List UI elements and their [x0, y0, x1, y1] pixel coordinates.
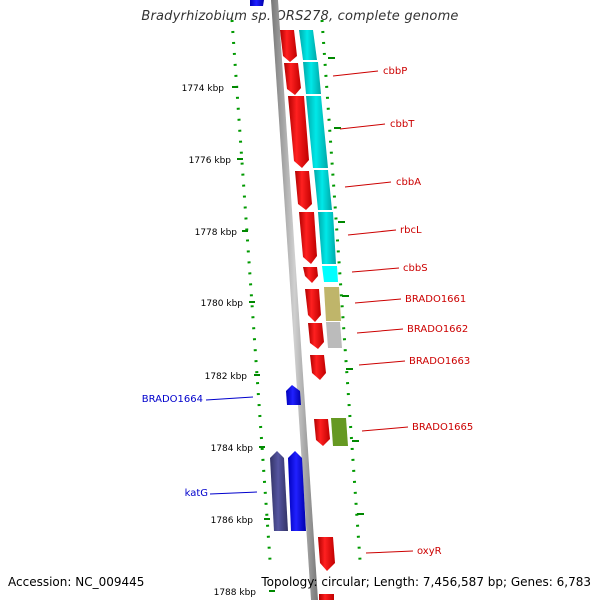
axis-label-1778: 1778 kbp — [195, 228, 238, 238]
gene-label-BRADO1663[interactable]: BRADO1663 — [409, 356, 470, 367]
forward-leaders — [332, 70, 414, 554]
gene-label-katG[interactable]: katG — [185, 488, 208, 499]
cog-track — [299, 30, 348, 446]
axis-label-1784: 1784 kbp — [211, 444, 254, 454]
outer-tick-track — [320, 19, 362, 561]
reverse-leaders — [205, 396, 258, 495]
gene-arrow-cbbA — [295, 171, 312, 210]
axis-label-1786: 1786 kbp — [211, 516, 254, 526]
gene-label-cbbS[interactable]: cbbS — [403, 263, 428, 274]
gene-label-cbbP[interactable]: cbbP — [383, 66, 407, 77]
genome-backbone — [271, 0, 318, 600]
forward-genes — [280, 30, 335, 600]
gene-arrow-cbbP — [284, 63, 301, 95]
gene-arrow-katG-navy — [270, 451, 288, 531]
reverse-gene-labels: BRADO1664 katG — [142, 394, 208, 499]
gene-label-rbcL[interactable]: rbcL — [400, 225, 422, 236]
axis-label-1776: 1776 kbp — [189, 156, 232, 166]
gene-arrow-katG — [288, 451, 306, 531]
gene-arrow-rbcL — [299, 212, 317, 264]
gene-arrow-cbbT — [288, 96, 309, 168]
cog-box-cbbP-2 — [303, 62, 321, 94]
gene-arrow-BRADO1662 — [308, 323, 324, 349]
gene-label-BRADO1662[interactable]: BRADO1662 — [407, 324, 468, 335]
gene-label-BRADO1661[interactable]: BRADO1661 — [405, 294, 466, 305]
topology-summary: Topology: circular; Length: 7,456,587 bp… — [261, 575, 591, 589]
cog-box-BRADO1662 — [326, 322, 342, 348]
gene-label-BRADO1665[interactable]: BRADO1665 — [412, 422, 473, 433]
gene-arrow-BRADO1663 — [310, 355, 326, 380]
inner-tick-track — [230, 19, 272, 561]
map-title: Bradyrhizobium sp. ORS278, complete geno… — [141, 9, 459, 24]
cog-box-rbcL — [318, 212, 336, 264]
axis-labels: 1774 kbp 1776 kbp 1778 kbp 1780 kbp 1782… — [182, 84, 257, 598]
cog-box-cbbS — [322, 266, 338, 282]
axis-label-1780: 1780 kbp — [201, 299, 244, 309]
gene-label-cbbT[interactable]: cbbT — [390, 119, 415, 130]
axis-ticks — [232, 57, 364, 592]
gene-arrow-top-blue — [250, 0, 264, 6]
reverse-genes — [250, 0, 306, 531]
gene-arrow-BRADO1661 — [305, 289, 321, 322]
cog-box-cbbA — [314, 170, 332, 210]
axis-label-1774: 1774 kbp — [182, 84, 225, 94]
gene-label-cbbA[interactable]: cbbA — [396, 177, 421, 188]
cog-box-cbbP — [299, 30, 317, 60]
gene-arrow-BRADO1665 — [314, 419, 330, 446]
axis-label-1782: 1782 kbp — [205, 372, 248, 382]
gene-arrow-bottom — [319, 594, 334, 600]
gene-arrow-BRADO1664 — [286, 385, 301, 405]
gene-arrow-cbbS — [303, 267, 318, 283]
cog-box-cbbT — [306, 96, 328, 168]
gene-label-BRADO1664[interactable]: BRADO1664 — [142, 394, 203, 405]
accession-text: Accession: NC_009445 — [8, 575, 145, 589]
forward-gene-labels: cbbP cbbT cbbA rbcL cbbS BRADO1661 BRADO… — [383, 66, 473, 557]
axis-label-1788: 1788 kbp — [214, 588, 257, 598]
gene-arrow-top — [280, 30, 297, 62]
gene-label-oxyR[interactable]: oxyR — [417, 546, 442, 557]
cog-box-BRADO1665 — [331, 418, 348, 446]
cog-box-BRADO1661 — [324, 287, 341, 321]
gene-arrow-oxyR — [318, 537, 335, 571]
